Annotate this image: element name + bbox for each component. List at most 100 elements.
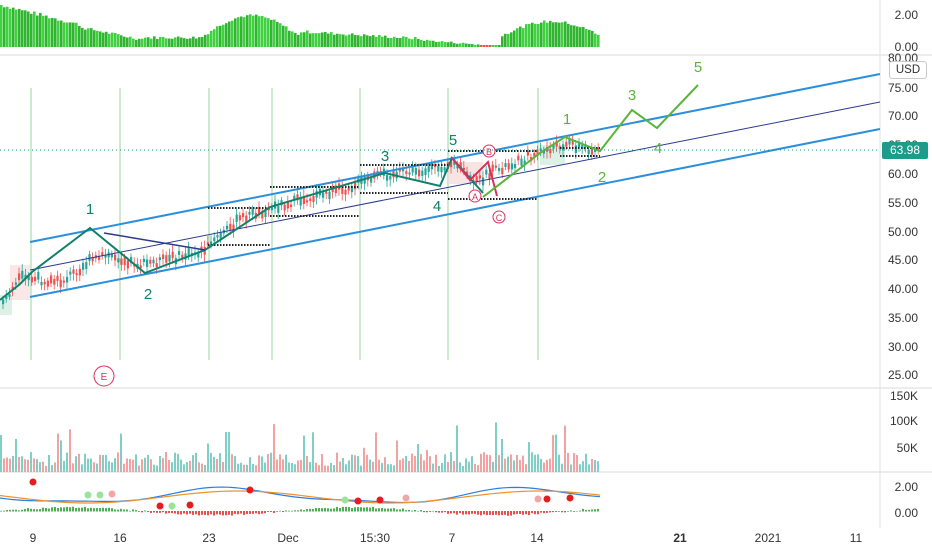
oscillator-bar: [81, 507, 83, 512]
candle-body: [306, 200, 309, 203]
histogram-bar: [591, 30, 594, 47]
histogram-bar: [108, 33, 111, 47]
oscillator-bar: [453, 511, 455, 514]
channel-lower-line[interactable]: [29, 128, 881, 298]
projection-wave-path[interactable]: [482, 84, 699, 198]
candle-body: [18, 273, 21, 281]
histogram-bar: [285, 26, 288, 47]
volume-bar: [105, 455, 107, 472]
candle-body: [213, 237, 216, 242]
candle-body: [178, 250, 181, 255]
oscillator-bar: [351, 507, 353, 512]
wave-label-c: C: [492, 210, 506, 224]
oscillator-bar: [504, 511, 506, 515]
oscillator-bar: [117, 509, 119, 512]
candle-body: [2, 299, 5, 305]
oscillator-bar: [267, 511, 269, 512]
histogram-bar: [276, 21, 279, 47]
oscillator-bar: [396, 509, 398, 512]
oscillator-bar: [474, 511, 476, 514]
impulse-wave-path[interactable]: [0, 156, 484, 301]
oscillator-bar: [312, 509, 314, 512]
currency-badge[interactable]: USD: [889, 61, 927, 79]
oscillator-bar: [246, 511, 248, 515]
oscillator-bar: [405, 510, 407, 512]
histogram-bar: [138, 38, 141, 47]
histogram-bar: [123, 36, 126, 47]
volume-bar: [183, 464, 185, 472]
event-marker-e[interactable]: E: [93, 365, 115, 387]
volume-bar: [417, 444, 419, 472]
histogram-bar: [117, 34, 120, 47]
oscillator-bar: [261, 511, 263, 514]
histogram-bar: [225, 23, 228, 47]
oscillator-bar: [84, 506, 86, 512]
candle-body: [440, 166, 443, 173]
candle-body: [120, 258, 123, 265]
candle-body: [334, 185, 337, 194]
histogram-bar: [45, 15, 48, 47]
volume-bar: [99, 454, 101, 472]
candle-body: [155, 263, 158, 268]
volume-bar: [339, 461, 341, 472]
histogram-bar: [63, 22, 66, 47]
volume-bar: [21, 456, 23, 472]
candle-body: [21, 270, 24, 279]
channel-middle-line[interactable]: [29, 101, 881, 271]
oscillator-bar: [444, 511, 446, 513]
candle-body: [69, 271, 72, 275]
oscillator-bar: [456, 511, 458, 515]
histogram-bar: [159, 36, 162, 47]
volume-bar: [546, 459, 548, 472]
candle-body: [142, 258, 145, 263]
candle-body: [158, 257, 161, 261]
oscillator-bar: [192, 511, 194, 515]
candle-body: [152, 259, 155, 264]
candle-body: [139, 265, 142, 269]
oscillator-bar: [372, 506, 374, 512]
histogram-bar: [42, 15, 45, 48]
correction-wave-path[interactable]: [451, 157, 498, 197]
histogram-bar: [207, 34, 210, 47]
volume-bar: [525, 464, 527, 472]
volume-bar: [42, 461, 44, 472]
oscillator-bar: [597, 508, 599, 512]
candle-body: [517, 155, 520, 161]
channel-upper-line[interactable]: [29, 73, 881, 243]
oscillator-bar: [555, 511, 557, 512]
oscillator-bar: [285, 510, 287, 512]
histogram-bar: [354, 35, 357, 47]
oscillator-bar: [570, 510, 572, 512]
histogram-bar: [579, 27, 582, 47]
volume-scale-label: 150K: [889, 389, 918, 403]
volume-bar: [522, 455, 524, 472]
histogram-bar: [495, 45, 498, 47]
histogram-bar: [492, 45, 495, 47]
volume-bar: [435, 454, 437, 472]
candle-body: [146, 259, 149, 267]
volume-bar: [174, 452, 176, 472]
candle-body: [462, 167, 465, 171]
volume-bar: [390, 464, 392, 472]
volume-scale-label: 50K: [896, 441, 918, 455]
histogram-bar: [57, 20, 60, 47]
histogram-bar: [522, 28, 525, 47]
oscillator-bar: [231, 511, 233, 516]
volume-bar: [582, 461, 584, 472]
volume-bar: [531, 452, 533, 472]
volume-bar: [549, 458, 551, 472]
histogram-bar: [267, 18, 270, 47]
navy-correction-line[interactable]: [103, 232, 206, 251]
volume-bar: [297, 460, 299, 472]
volume-bar: [153, 464, 155, 472]
candle-body: [171, 251, 174, 259]
histogram-bar: [549, 20, 552, 47]
candle-body: [498, 168, 501, 171]
last-price-badge: 63.98: [882, 142, 928, 159]
volume-bar: [246, 464, 248, 472]
histogram-bar: [273, 19, 276, 47]
candle-body: [290, 204, 293, 207]
oscillator-bar: [165, 511, 167, 514]
oscillator-bar: [336, 506, 338, 512]
